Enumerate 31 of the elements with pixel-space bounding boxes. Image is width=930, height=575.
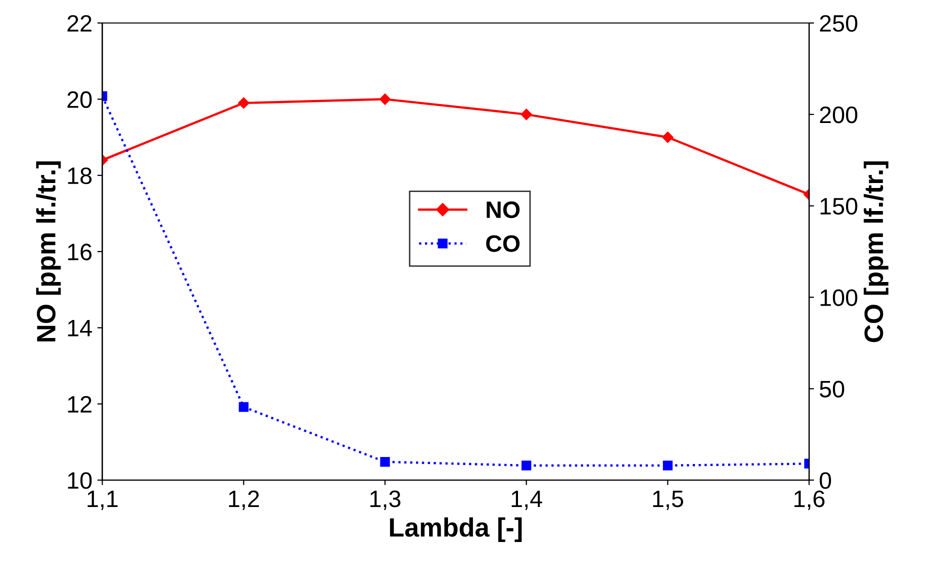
x-tick-label: 1,2: [229, 490, 259, 510]
point: [520, 108, 532, 120]
y-axis-title: NO [ppm lf./tr.]: [36, 161, 61, 342]
point: [522, 460, 532, 470]
x-tick-label: 1,6: [794, 490, 824, 510]
y2-axis-title: CO [ppm lf./tr.]: [864, 161, 888, 342]
y2-tick-label: 200: [820, 106, 858, 124]
y-tick-label: 20: [68, 91, 92, 108]
x-tick-label: 1,4: [512, 490, 542, 510]
point: [238, 97, 250, 109]
x-tick-label: 1,1: [88, 490, 118, 510]
x-tick-label: 1,5: [653, 490, 684, 510]
y-tick-label: 22: [68, 15, 92, 32]
x-axis-title: Lambda [-]: [390, 517, 522, 542]
y2-tick-label: 50: [820, 380, 844, 398]
y-tick-label: 14: [68, 320, 92, 336]
point: [238, 402, 249, 412]
y2-tick-label: 150: [820, 198, 858, 215]
x-tick-label: 1,3: [370, 490, 400, 510]
y-tick-label: 12: [68, 396, 92, 412]
y-tick-label: 10: [68, 472, 92, 489]
legend-label: CO: [486, 235, 520, 252]
y-tick-label: 18: [68, 167, 92, 184]
y-tick-label: 16: [68, 244, 92, 260]
point: [380, 456, 390, 467]
legend-label: NO: [486, 201, 520, 218]
point: [379, 94, 391, 105]
y2-tick-label: 0: [820, 472, 832, 489]
point: [662, 460, 673, 470]
y2-tick-label: 100: [820, 289, 858, 306]
y2-tick-label: 250: [820, 15, 858, 32]
